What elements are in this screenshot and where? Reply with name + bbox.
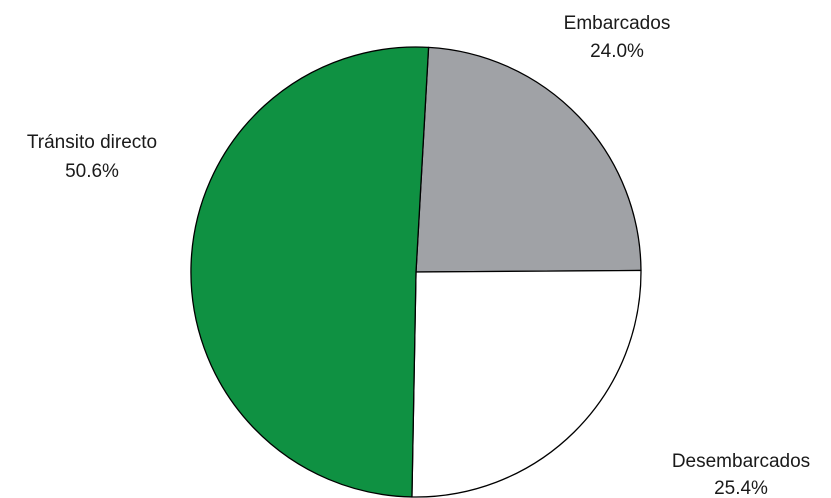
pie-slice-desembarcados xyxy=(411,269,642,498)
slice-label-desembarcados: Desembarcados xyxy=(672,451,810,472)
slice-label-transito-directo: Tránsito directo xyxy=(27,132,157,153)
pie-slice-transito-directo xyxy=(190,46,430,498)
pie-slice-embarcados xyxy=(415,46,642,273)
slice-label-embarcados: Embarcados xyxy=(564,13,671,34)
label-group-desembarcados: Desembarcados 25.4% xyxy=(672,451,810,498)
slice-pct-embarcados: 24.0% xyxy=(590,41,644,62)
label-group-transito-directo: Tránsito directo 50.6% xyxy=(27,132,157,182)
pie-slices xyxy=(190,46,642,498)
label-group-embarcados: Embarcados 24.0% xyxy=(564,13,671,62)
slice-pct-transito-directo: 50.6% xyxy=(65,161,119,182)
slice-pct-desembarcados: 25.4% xyxy=(714,478,768,498)
